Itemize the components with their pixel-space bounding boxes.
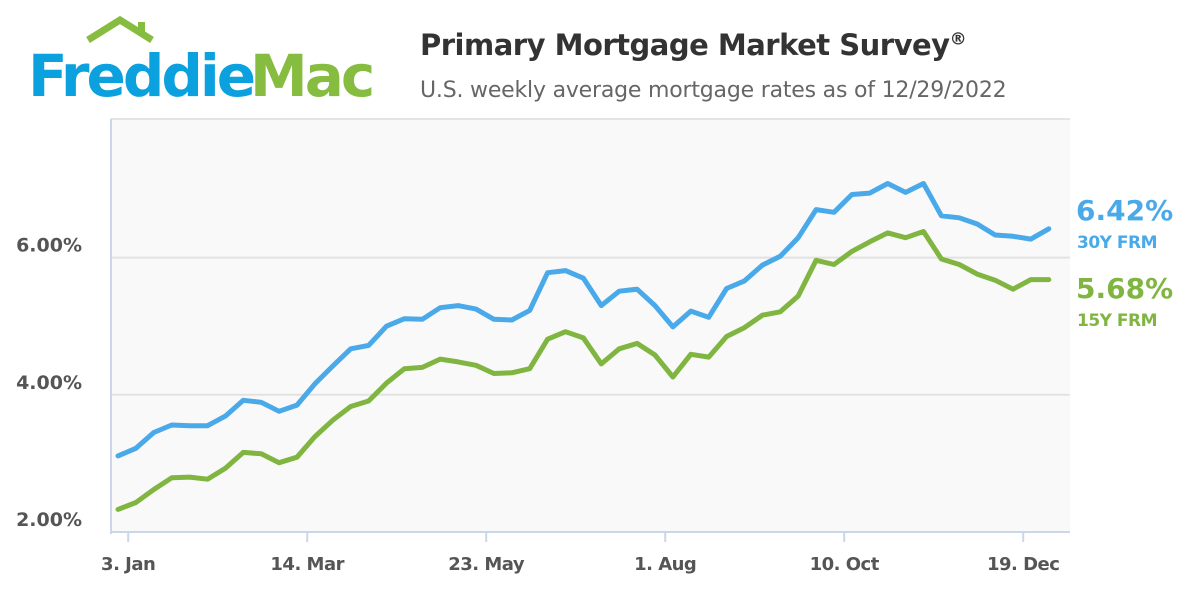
series-line-15y-frm — [115, 229, 1052, 512]
plot-background — [111, 119, 1070, 532]
x-tick-label: 1. Aug — [634, 554, 696, 575]
x-tick-label: 23. May — [448, 554, 525, 575]
series-last-value: 6.42% — [1076, 194, 1173, 227]
x-tick-label: 19. Dec — [987, 554, 1059, 575]
y-tick-label: 6.00% — [16, 235, 82, 257]
freddie-mac-logo: Freddie Mac — [28, 15, 375, 104]
legend-label: 30Y FRM — [1077, 233, 1157, 253]
series-last-value: 5.68% — [1076, 272, 1173, 305]
y-tick-label: 2.00% — [16, 509, 82, 531]
logo-mac: Mac — [250, 42, 372, 104]
page-title: Primary Mortgage Market Survey® — [420, 28, 967, 62]
y-tick-label: 4.00% — [16, 372, 82, 394]
x-tick-label: 14. Mar — [270, 554, 344, 575]
legend-label: 15Y FRM — [1077, 311, 1157, 331]
series-line-30y-frm — [115, 181, 1052, 459]
logo-freddie: Freddie — [28, 42, 254, 104]
page-subtitle: U.S. weekly average mortgage rates as of… — [420, 78, 1007, 103]
x-tick-label: 10. Oct — [810, 554, 880, 575]
x-tick-label: 3. Jan — [101, 554, 155, 575]
